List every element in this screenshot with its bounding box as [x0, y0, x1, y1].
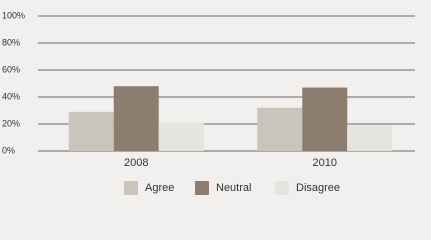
legend-swatch: [124, 181, 138, 195]
y-tick-label: 40%: [2, 91, 20, 101]
bar: [158, 122, 204, 151]
y-tick-label: 0%: [2, 145, 15, 155]
legend-swatch: [275, 181, 289, 195]
legend-swatch: [195, 181, 209, 195]
page: {"chart_data": {"type": "bar", "categori…: [2, 10, 415, 195]
bar: [68, 111, 114, 151]
y-tick-label: 60%: [2, 64, 20, 74]
legend-label: Disagree: [296, 182, 340, 194]
y-tick-label: 20%: [2, 118, 20, 128]
legend-label: Agree: [145, 182, 174, 194]
legend-label: Neutral: [216, 182, 251, 194]
y-tick-label: 80%: [2, 37, 20, 47]
x-tick-label: 2010: [313, 157, 337, 169]
bar: [257, 107, 303, 151]
chart: 0% 20% 40% 60% 80% 100% 2008 2010 Agree Neutral Di…: [2, 10, 415, 195]
bar: [347, 125, 393, 151]
y-tick-label: 100%: [2, 10, 25, 20]
bar: [113, 86, 159, 151]
bar: [302, 87, 348, 151]
x-tick-label: 2008: [124, 157, 148, 169]
